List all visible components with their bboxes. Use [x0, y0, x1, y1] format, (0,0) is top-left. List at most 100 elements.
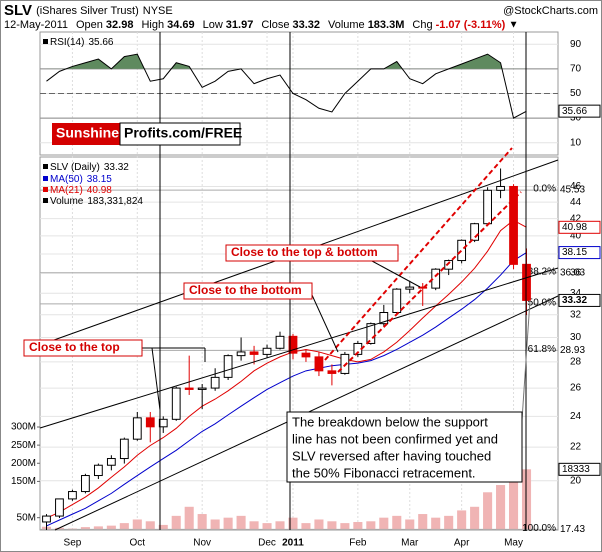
volume-bar: [158, 524, 168, 530]
fib-value: 17.43: [560, 524, 585, 535]
stat-label: Open: [76, 19, 103, 31]
volume-bar: [444, 515, 454, 530]
rsi-tick-label: 70: [570, 64, 582, 75]
y-tick-label: 36: [570, 268, 582, 279]
candle-body: [81, 475, 90, 493]
source: @StockCharts.com: [503, 5, 598, 17]
overlay: Sunshine Profits.com/FREE Close to the t…: [23, 32, 559, 531]
legend-entry: RSI(14) 35.66: [50, 37, 114, 48]
value-box-label: 18333: [562, 464, 590, 475]
rsi-tick-label: 10: [570, 137, 582, 148]
volume-bar: [184, 506, 194, 530]
legend-value: 33.32: [104, 162, 129, 173]
candle-body: [119, 438, 129, 460]
y-tick-label: 22: [570, 442, 582, 453]
volume-bar: [314, 519, 324, 530]
value-box: [558, 246, 601, 260]
volume-tick-label: 50M: [17, 512, 36, 523]
volume-bar: [301, 523, 311, 530]
legend-swatch: [43, 176, 48, 181]
candle-body: [431, 268, 441, 289]
trend-line: [337, 191, 522, 373]
annotation-box: [183, 282, 313, 300]
value-box-label: 38.15: [562, 247, 587, 258]
volume-bar: [353, 522, 363, 530]
rsi-line: [46, 53, 527, 119]
legend-name: Volume: [50, 196, 84, 207]
candle-body: [106, 458, 116, 466]
fib-name: 0.0%: [533, 184, 556, 195]
value-box-label: 33.32: [562, 295, 587, 306]
legend-name: SLV (Daily): [50, 162, 100, 173]
rsi-tick-label: 30: [570, 113, 582, 124]
legend-name: MA(21): [50, 185, 83, 196]
candle-body: [93, 464, 103, 477]
volume-bar: [288, 517, 298, 530]
candle-body: [457, 239, 467, 262]
candle-body: [55, 498, 64, 517]
stat-value: 33.32: [292, 19, 320, 31]
volume-bar: [379, 517, 389, 530]
legend-swatch: [43, 164, 48, 169]
volume-bar: [392, 515, 402, 530]
volume-bar: [431, 517, 441, 530]
y-tick-label: 42: [570, 213, 582, 224]
volume-bar: [80, 527, 90, 530]
candle-body: [366, 323, 376, 344]
fib-value: 36.03: [560, 267, 585, 278]
fib-name: 61.8%: [528, 344, 556, 355]
logo-text: Profits.com/FREE: [124, 125, 242, 141]
logo-box: [52, 123, 120, 145]
legend-swatch: [43, 187, 48, 192]
x-tick-label: Oct: [130, 538, 146, 549]
y-tick-label: 30: [570, 332, 582, 343]
x-tick-label: Apr: [454, 538, 470, 549]
connector: [371, 260, 421, 288]
candle-body: [184, 387, 194, 390]
candle-body: [223, 355, 233, 378]
fib-name: 38.2%: [528, 266, 556, 277]
volume-bar: [106, 525, 116, 530]
candle-body: [483, 189, 492, 225]
symbol: SLV: [4, 2, 32, 19]
candle-body: [132, 417, 142, 440]
stat-label: Chg: [412, 19, 432, 31]
y-tick-label: 28: [570, 357, 582, 368]
volume-tick-label: 150M: [11, 476, 36, 487]
exchange: NYSE: [143, 5, 173, 17]
connector: [311, 294, 339, 353]
y-tick-label: 26: [570, 383, 582, 394]
legend-value: 35.66: [88, 37, 113, 48]
logo-box: [119, 122, 241, 146]
candle-body: [249, 351, 259, 355]
volume-bar: [366, 521, 376, 530]
security-name: (iShares Silver Trust): [36, 5, 139, 17]
candle-body: [379, 312, 389, 325]
annotation-box: [225, 244, 399, 262]
volume-bar: [405, 519, 415, 530]
candle-body: [288, 335, 298, 354]
candle-body: [197, 387, 207, 390]
candle-body: [314, 356, 324, 372]
annotation: Close to the top & bottom: [231, 245, 378, 259]
rsi-fill: [46, 54, 527, 69]
y-tick-label: 44: [570, 197, 582, 208]
candle-body: [42, 515, 51, 523]
legend-entry: MA(21) 40.98: [50, 185, 112, 196]
rsi-tick-label: 50: [570, 88, 582, 99]
volume-bar: [327, 521, 337, 530]
x-tick-label: Sep: [64, 538, 82, 549]
fib-value: 28.93: [560, 345, 585, 356]
candle-body: [444, 260, 454, 270]
x-tick-label: Feb: [349, 538, 367, 549]
candle-body: [210, 376, 220, 389]
volume-bar: [171, 515, 181, 530]
volume-bar: [119, 523, 129, 530]
value-box: [558, 104, 601, 118]
candle-body: [327, 370, 337, 374]
x-tick-label: 2011: [282, 538, 304, 549]
note-line: line has not been confirmed yet and: [292, 431, 498, 446]
stats: 12-May-2011 Open 32.98 High 34.69 Low 31.97 Clo…: [4, 19, 506, 31]
candle-body: [262, 347, 272, 355]
